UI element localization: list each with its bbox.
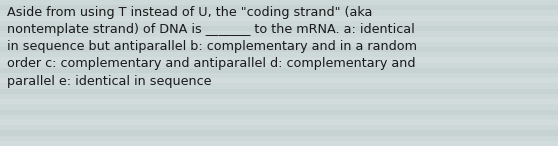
Bar <box>0 16 558 21</box>
Bar <box>0 120 558 125</box>
Bar <box>0 130 558 136</box>
Bar <box>0 78 558 83</box>
Bar <box>0 26 558 31</box>
Bar <box>0 47 558 52</box>
Bar <box>0 36 558 42</box>
Bar <box>0 110 558 115</box>
Bar <box>0 141 558 146</box>
Bar <box>0 99 558 104</box>
Text: Aside from using T instead of U, the "coding strand" (aka
nontemplate strand) of: Aside from using T instead of U, the "co… <box>7 6 417 88</box>
Bar <box>0 89 558 94</box>
Bar <box>0 68 558 73</box>
Bar <box>0 5 558 10</box>
Bar <box>0 57 558 63</box>
